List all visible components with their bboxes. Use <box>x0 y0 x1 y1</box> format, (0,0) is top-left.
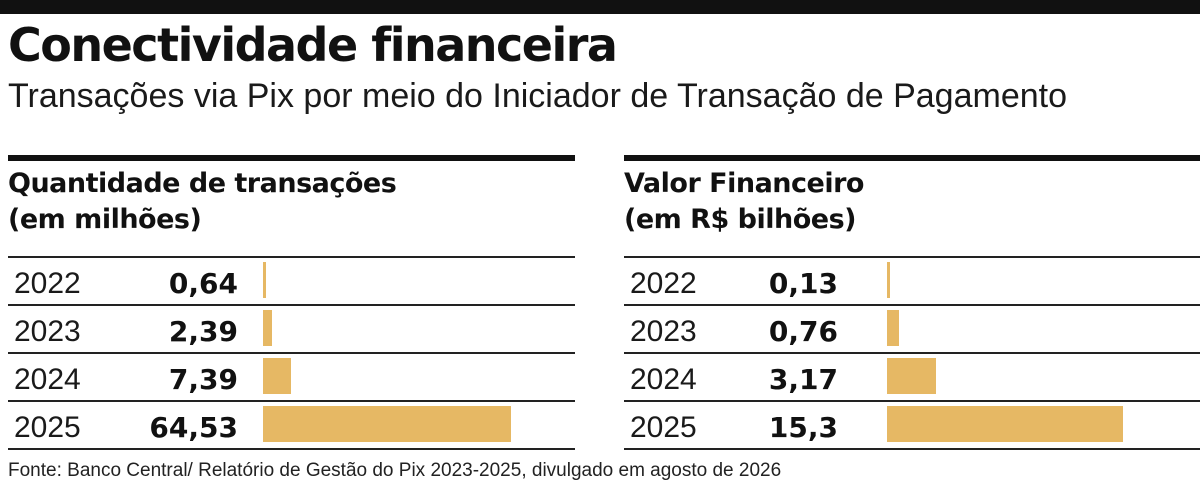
bar-value-2024 <box>887 358 936 394</box>
bar-quantity-2025 <box>263 406 511 442</box>
value-label-value-2025: 15,3 <box>768 411 838 444</box>
year-label-quantity-2025: 2025 <box>14 411 81 444</box>
row-divider-value-0 <box>624 256 1200 258</box>
value-label-quantity-2025: 64,53 <box>149 411 238 444</box>
bar-quantity-2024 <box>263 358 292 394</box>
row-divider-quantity-0 <box>8 256 575 258</box>
year-label-value-2025: 2025 <box>630 411 697 444</box>
bar-quantity-2022 <box>263 262 266 298</box>
panel-unit-quantity: (em milhões) <box>8 204 202 235</box>
year-label-quantity-2024: 2024 <box>14 363 81 396</box>
chart-subtitle: Transações via Pix por meio do Iniciador… <box>8 77 1067 115</box>
value-label-value-2022: 0,13 <box>768 267 838 300</box>
panel-header-quantity: Quantidade de transações (em milhões) <box>8 166 397 238</box>
panel-unit-value: (em R$ bilhões) <box>624 204 856 235</box>
row-divider-value-4 <box>624 448 1200 450</box>
row-divider-value-2 <box>624 352 1200 354</box>
row-divider-quantity-3 <box>8 400 575 402</box>
panel-title-quantity: Quantidade de transações <box>8 168 397 199</box>
value-label-quantity-2023: 2,39 <box>168 315 238 348</box>
row-divider-quantity-1 <box>8 304 575 306</box>
value-label-quantity-2022: 0,64 <box>168 267 238 300</box>
bar-quantity-2023 <box>263 310 273 346</box>
source-note: Fonte: Banco Central/ Relatório de Gestã… <box>8 460 782 481</box>
row-divider-quantity-2 <box>8 352 575 354</box>
bar-value-2023 <box>887 310 899 346</box>
year-label-value-2022: 2022 <box>630 267 697 300</box>
year-label-value-2023: 2023 <box>630 315 697 348</box>
value-label-value-2024: 3,17 <box>768 363 838 396</box>
row-divider-value-1 <box>624 304 1200 306</box>
top-rule <box>0 0 1200 14</box>
row-divider-value-3 <box>624 400 1200 402</box>
panel-rule-quantity <box>8 155 575 161</box>
row-divider-quantity-4 <box>8 448 575 450</box>
value-label-quantity-2024: 7,39 <box>168 363 238 396</box>
panel-rule-value <box>624 155 1200 161</box>
bar-value-2022 <box>887 262 890 298</box>
bar-value-2025 <box>887 406 1123 442</box>
panel-header-value: Valor Financeiro (em R$ bilhões) <box>624 166 864 238</box>
value-label-value-2023: 0,76 <box>768 315 838 348</box>
panel-title-value: Valor Financeiro <box>624 168 864 199</box>
year-label-value-2024: 2024 <box>630 363 697 396</box>
year-label-quantity-2022: 2022 <box>14 267 81 300</box>
year-label-quantity-2023: 2023 <box>14 315 81 348</box>
chart-title: Conectividade financeira <box>8 18 618 72</box>
